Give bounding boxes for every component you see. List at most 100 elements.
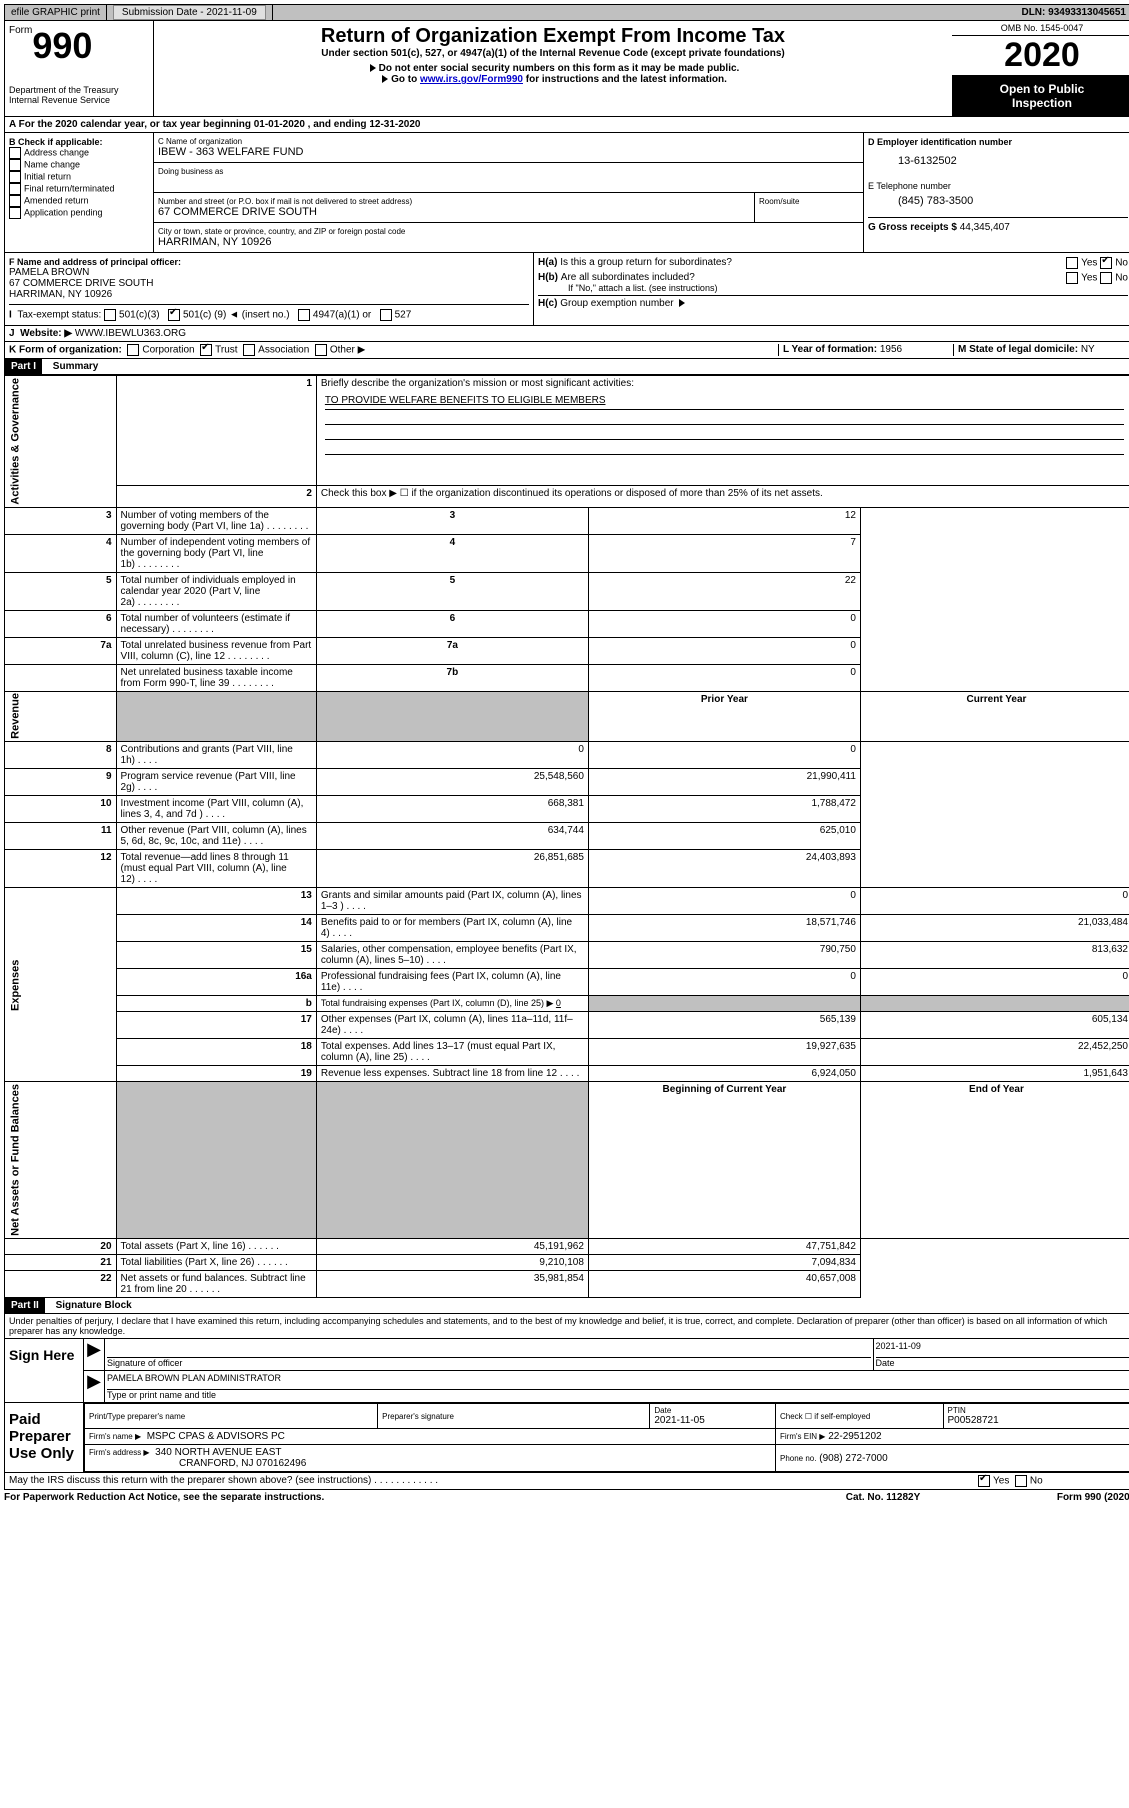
b-checkbox[interactable] — [9, 171, 21, 183]
current-value: 1,951,643 — [860, 1066, 1129, 1082]
line-text: Total number of volunteers (estimate if … — [116, 610, 316, 637]
city-label: City or town, state or province, country… — [158, 227, 859, 236]
submission-date-button[interactable]: Submission Date - 2021-11-09 — [113, 5, 266, 20]
begin-value: 45,191,962 — [316, 1239, 588, 1255]
self-employed-check[interactable]: Check ☐ if self-employed — [780, 1412, 939, 1421]
form990-link[interactable]: www.irs.gov/Form990 — [420, 74, 523, 85]
open-public-2: Inspection — [954, 96, 1129, 110]
line-text: Number of voting members of the governin… — [116, 507, 316, 534]
dln-label: DLN: 93493313045651 — [1015, 5, 1129, 20]
row-a-period: A For the 2020 calendar year, or tax yea… — [4, 117, 1129, 133]
line-text: Investment income (Part VIII, column (A)… — [116, 796, 316, 823]
efile-label[interactable]: efile GRAPHIC print — [5, 5, 107, 20]
line-value: 0 — [588, 637, 860, 664]
hb-no[interactable] — [1100, 272, 1112, 284]
ein-label: D Employer identification number — [868, 137, 1128, 147]
phone-label: E Telephone number — [868, 181, 1128, 191]
gross-receipts: 44,345,407 — [960, 222, 1010, 233]
tax-exempt-label: Tax-exempt status: — [17, 310, 101, 321]
line-text: Grants and similar amounts paid (Part IX… — [316, 888, 588, 915]
checkbox-4947[interactable] — [298, 309, 310, 321]
b-checkbox[interactable] — [9, 195, 21, 207]
b-checkbox[interactable] — [9, 183, 21, 195]
dept-treasury: Department of the Treasury — [9, 85, 149, 95]
b-checkbox[interactable] — [9, 207, 21, 219]
phone-value: (845) 783-3500 — [868, 191, 1128, 217]
firm-addr1: 340 NORTH AVENUE EAST — [155, 1447, 281, 1458]
officer-addr1: 67 COMMERCE DRIVE SOUTH — [9, 278, 529, 289]
officer-addr2: HARRIMAN, NY 10926 — [9, 289, 529, 300]
discuss-no[interactable] — [1015, 1475, 1027, 1487]
sign-here-block: Sign Here ▶ Signature of officer 2021-11… — [4, 1339, 1129, 1403]
prior-value: 0 — [316, 742, 588, 769]
checkbox-527[interactable] — [380, 309, 392, 321]
prior-value: 0 — [588, 969, 860, 996]
line-text: Revenue less expenses. Subtract line 18 … — [316, 1066, 588, 1082]
k-other[interactable] — [315, 344, 327, 356]
b-checkbox[interactable] — [9, 159, 21, 171]
state-domicile: NY — [1081, 344, 1095, 355]
checkbox-501c3[interactable] — [104, 309, 116, 321]
ha-label: Is this a group return for subordinates? — [560, 257, 732, 268]
current-value: 813,632 — [860, 942, 1129, 969]
current-value: 1,788,472 — [588, 796, 860, 823]
prior-value: 19,927,635 — [588, 1039, 860, 1066]
line-text: Salaries, other compensation, employee b… — [316, 942, 588, 969]
current-value: 22,452,250 — [860, 1039, 1129, 1066]
section-revenue: Revenue — [5, 691, 117, 742]
k-trust[interactable] — [200, 344, 212, 356]
firm-name: MSPC CPAS & ADVISORS PC — [147, 1431, 285, 1442]
line-text: Benefits paid to or for members (Part IX… — [316, 915, 588, 942]
line-text: Total fundraising expenses (Part IX, col… — [316, 996, 588, 1012]
q1-label: Briefly describe the organization's miss… — [321, 378, 634, 389]
tax-year: 2020 — [952, 36, 1129, 76]
cat-no: Cat. No. 11282Y — [783, 1492, 983, 1503]
year-formation: 1956 — [880, 344, 902, 355]
sig-officer-label: Signature of officer — [107, 1358, 871, 1368]
b-checkbox[interactable] — [9, 147, 21, 159]
triangle-icon — [679, 299, 685, 307]
col-prior-year: Prior Year — [588, 691, 860, 742]
firm-addr2: CRANFORD, NJ 070162496 — [89, 1458, 771, 1469]
form-ref: Form 990 (2020) — [983, 1492, 1129, 1503]
current-value: 21,033,484 — [860, 915, 1129, 942]
form-prefix: Form — [9, 25, 32, 36]
sign-here-label: Sign Here — [5, 1339, 84, 1402]
ha-no[interactable] — [1100, 257, 1112, 269]
arrow-icon: ▶ — [84, 1339, 104, 1370]
ha-yes[interactable] — [1066, 257, 1078, 269]
b-label: B Check if applicable: — [9, 137, 149, 147]
current-value: 0 — [860, 969, 1129, 996]
room-suite-label: Room/suite — [755, 193, 863, 222]
current-value: 0 — [860, 888, 1129, 915]
line-value: 22 — [588, 572, 860, 610]
prior-value: 26,851,685 — [316, 850, 588, 888]
addr-label: Number and street (or P.O. box if mail i… — [158, 197, 750, 206]
line-text: Total unrelated business revenue from Pa… — [116, 637, 316, 664]
current-value: 0 — [588, 742, 860, 769]
line-text: Program service revenue (Part VIII, line… — [116, 769, 316, 796]
line-text: Contributions and grants (Part VIII, lin… — [116, 742, 316, 769]
form-title: Return of Organization Exempt From Incom… — [158, 25, 948, 48]
checkbox-501c[interactable] — [168, 309, 180, 321]
k-assoc[interactable] — [243, 344, 255, 356]
line-text: Total assets (Part X, line 16) . . . . .… — [116, 1239, 316, 1255]
prior-value: 565,139 — [588, 1012, 860, 1039]
k-corp[interactable] — [127, 344, 139, 356]
line-text: Other revenue (Part VIII, column (A), li… — [116, 823, 316, 850]
open-public-1: Open to Public — [954, 82, 1129, 96]
no-ssn-note: Do not enter social security numbers on … — [379, 63, 740, 74]
line-text: Total revenue—add lines 8 through 11 (mu… — [116, 850, 316, 888]
line-value: 7 — [588, 534, 860, 572]
form-header: Form990 Department of the Treasury Inter… — [4, 21, 1129, 117]
city-state-zip: HARRIMAN, NY 10926 — [158, 236, 859, 248]
name-title-label: Type or print name and title — [107, 1390, 1129, 1400]
hb-yes[interactable] — [1066, 272, 1078, 284]
hc-label: Group exemption number — [560, 298, 673, 309]
discuss-yes[interactable] — [978, 1475, 990, 1487]
top-bar: efile GRAPHIC print Submission Date - 20… — [4, 4, 1129, 21]
paid-preparer-label: Paid Preparer Use Only — [5, 1403, 84, 1472]
ptin-value: P00528721 — [948, 1415, 1127, 1426]
row-k: K Form of organization: Corporation Trus… — [4, 342, 1129, 359]
part1-header: Part I — [5, 359, 42, 374]
